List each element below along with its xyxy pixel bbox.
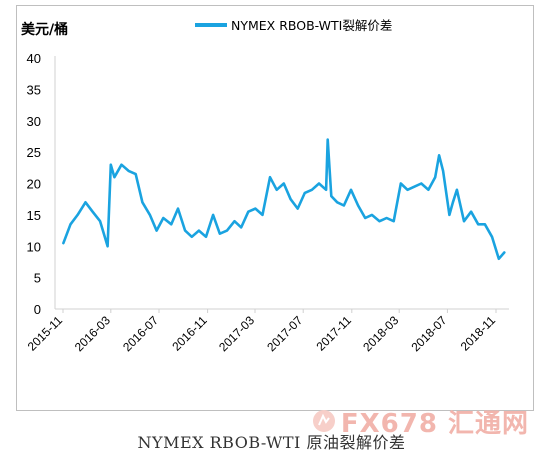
x-tick-label: 2016-11 <box>169 313 210 354</box>
y-tick-label: 25 <box>27 145 41 160</box>
watermark: FX678 汇通网 <box>311 406 529 439</box>
watermark-text: FX678 汇通网 <box>340 408 529 439</box>
x-tick-label: 2016-03 <box>72 313 113 354</box>
x-tick-label: 2018-03 <box>360 313 401 354</box>
y-tick-label: 20 <box>27 177 41 192</box>
x-tick-label: 2017-07 <box>264 313 305 354</box>
y-axis-label: 美元/桶 <box>21 21 68 38</box>
x-tick-label: 2018-07 <box>408 313 449 354</box>
figure-caption: NYMEX RBOB-WTI 原油裂解价差 <box>137 433 406 452</box>
x-tick-label: 2017-03 <box>216 313 257 354</box>
x-tick-label: 2018-11 <box>458 313 499 354</box>
y-tick-label: 0 <box>34 302 41 317</box>
x-tick-label: 2015-11 <box>25 313 66 354</box>
y-tick-label: 30 <box>27 114 41 129</box>
x-tick-label: 2017-11 <box>314 313 355 354</box>
y-tick-label: 5 <box>34 271 41 286</box>
y-tick-label: 35 <box>27 82 41 97</box>
y-tick-label: 15 <box>27 208 41 223</box>
y-tick-label: 10 <box>27 239 41 254</box>
chart-svg: 0 5 10 15 20 25 30 35 40 美元/桶 2015-11 2016-03 2016-0… <box>21 18 509 354</box>
series-line <box>62 138 506 261</box>
y-tick-label: 40 <box>27 51 41 66</box>
series-layer <box>62 138 506 261</box>
x-tick-label: 2016-07 <box>120 313 161 354</box>
legend-label: NYMEX RBOB-WTI裂解价差 <box>231 18 392 33</box>
axes-layer: 0 5 10 15 20 25 30 35 40 美元/桶 2015-11 2016-03 2016-0… <box>21 21 509 354</box>
chart-frame: 0 5 10 15 20 25 30 35 40 美元/桶 2015-11 2016-03 2016-0… <box>16 5 534 411</box>
watermark-logo-icon <box>312 410 335 432</box>
legend: NYMEX RBOB-WTI裂解价差 <box>195 18 392 33</box>
